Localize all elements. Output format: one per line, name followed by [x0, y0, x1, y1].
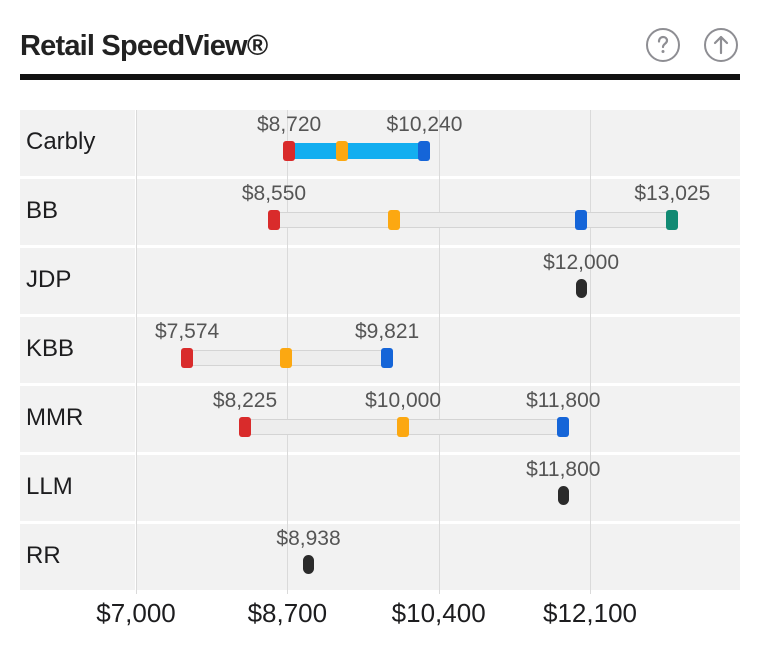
value-point	[575, 279, 587, 298]
gridline	[136, 110, 137, 594]
high-marker	[575, 210, 588, 230]
share-button[interactable]	[704, 28, 738, 62]
mid-marker	[397, 417, 410, 437]
source-row[interactable]	[20, 455, 740, 521]
question-circle-icon	[657, 35, 669, 53]
widget-title: Retail SpeedView®	[20, 30, 268, 62]
axis-tick-label: $7,000	[96, 598, 176, 628]
low-value-label: $7,574	[154, 320, 220, 343]
axis-tick-label: $8,700	[247, 598, 328, 628]
value-point	[303, 555, 315, 574]
high-value-label: $10,240	[386, 113, 463, 136]
low-marker	[283, 141, 296, 161]
value-label: $12,000	[543, 251, 620, 274]
gridline	[439, 110, 440, 594]
max-marker	[666, 210, 679, 230]
row-label: MMR	[26, 404, 84, 431]
header-divider	[20, 74, 740, 80]
low-marker	[181, 348, 194, 368]
row-label: Carbly	[26, 128, 96, 155]
arrow-up-circle-icon	[713, 35, 729, 55]
high-value-label: $9,821	[354, 320, 420, 343]
axis-tick-label: $12,100	[543, 598, 637, 628]
mid-value-label: $10,000	[365, 389, 442, 412]
high-marker	[418, 141, 431, 161]
row-label: RR	[26, 542, 61, 569]
help-button[interactable]	[646, 28, 680, 62]
value-label: $11,800	[526, 458, 601, 481]
high-marker	[381, 348, 394, 368]
low-value-label: $8,720	[256, 113, 322, 136]
low-value-label: $8,550	[241, 182, 307, 205]
value-label: $8,938	[276, 527, 341, 550]
low-value-label: $8,225	[212, 389, 278, 412]
high-value-label: $11,800	[526, 389, 601, 412]
row-label: JDP	[26, 266, 72, 293]
high-marker	[557, 417, 570, 437]
mid-marker	[388, 210, 401, 230]
axis-tick-label: $10,400	[391, 598, 486, 628]
low-marker	[239, 417, 252, 437]
row-label: KBB	[26, 335, 75, 362]
range-bar	[273, 212, 673, 228]
range-bar	[289, 143, 425, 159]
mid-marker	[279, 348, 292, 368]
value-point	[557, 486, 569, 505]
source-row[interactable]	[20, 248, 740, 314]
row-label: BB	[26, 197, 59, 224]
source-row[interactable]	[20, 524, 740, 590]
max-value-label: $13,025	[634, 182, 711, 205]
mid-marker	[335, 141, 348, 161]
low-marker	[267, 210, 280, 230]
gridline	[590, 110, 591, 594]
row-label: LLM	[26, 473, 73, 500]
